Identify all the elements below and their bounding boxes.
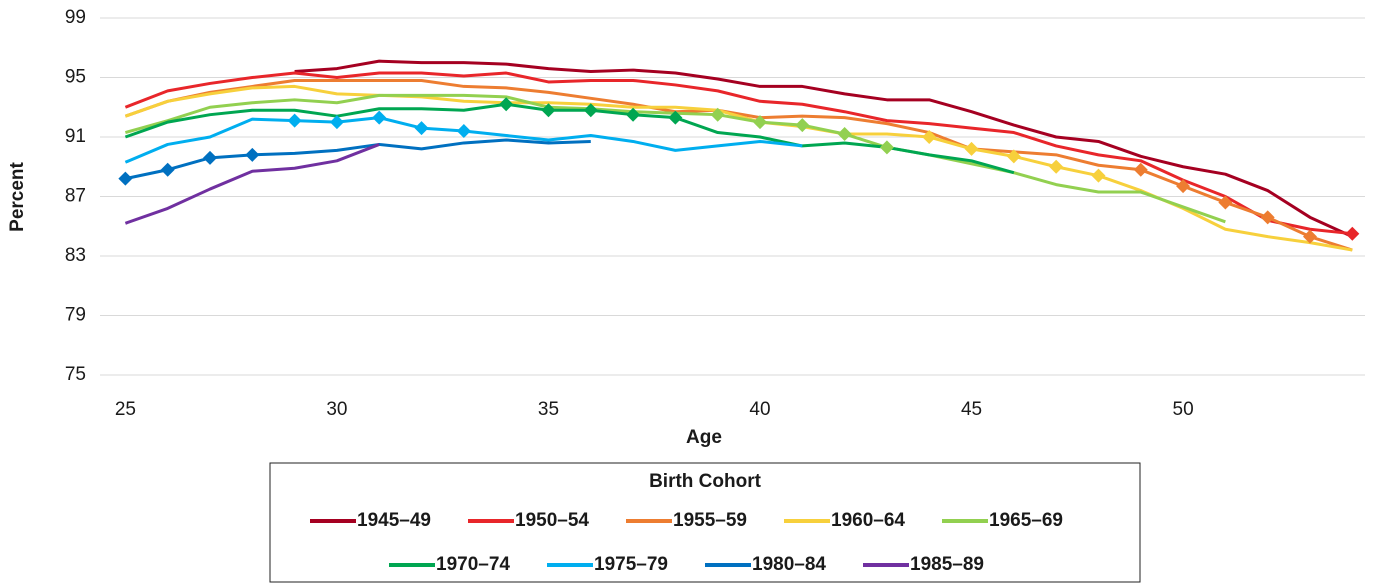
marker — [964, 141, 979, 156]
y-tick-label: 79 — [65, 305, 86, 326]
y-tick-label: 83 — [65, 245, 86, 266]
series-line — [125, 138, 591, 181]
legend-label: 1975–79 — [594, 554, 668, 575]
marker — [1176, 179, 1191, 194]
legend-box — [269, 462, 1141, 583]
series-line — [294, 59, 1353, 239]
legend-label: 1970–74 — [436, 554, 510, 575]
marker — [1091, 168, 1106, 183]
marker — [1049, 159, 1064, 174]
marker — [118, 171, 133, 186]
legend-label: 1960–64 — [831, 510, 905, 531]
marker — [1303, 229, 1317, 244]
y-tick-label: 87 — [65, 186, 86, 207]
legend-title: Birth Cohort — [649, 471, 762, 492]
x-tick-label: 25 — [115, 399, 136, 420]
marker — [287, 113, 302, 128]
marker — [372, 110, 387, 125]
marker — [1006, 149, 1021, 164]
marker — [414, 121, 429, 136]
marker — [1133, 162, 1148, 177]
x-tick-label: 40 — [749, 399, 770, 420]
y-tick-label: 95 — [65, 67, 86, 88]
legend-label: 1980–84 — [752, 554, 826, 575]
y-tick-label: 99 — [65, 7, 86, 28]
marker — [1218, 195, 1233, 210]
marker — [668, 110, 683, 125]
legend-label: 1950–54 — [515, 510, 589, 531]
marker — [1345, 226, 1360, 241]
marker — [456, 124, 471, 139]
series-line — [124, 71, 1353, 236]
marker — [1260, 210, 1275, 225]
marker — [499, 97, 514, 112]
y-tick-label: 75 — [65, 364, 86, 385]
marker — [795, 118, 810, 133]
x-tick-label: 50 — [1173, 399, 1194, 420]
x-tick-label: 35 — [538, 399, 559, 420]
series-line — [124, 102, 1015, 175]
x-axis-label: Age — [686, 427, 722, 448]
y-axis-label: Percent — [7, 161, 28, 231]
marker — [541, 103, 556, 118]
marker — [879, 140, 894, 155]
x-tick-label: 45 — [961, 399, 982, 420]
legend-label: 1965–69 — [989, 510, 1063, 531]
legend-label: 1985–89 — [910, 554, 984, 575]
x-tick-label: 30 — [326, 399, 347, 420]
series-line — [124, 78, 1353, 252]
marker — [710, 107, 725, 122]
series-line — [124, 143, 380, 225]
marker — [626, 107, 641, 122]
y-tick-label: 91 — [65, 126, 86, 147]
marker — [329, 115, 344, 130]
marker — [753, 115, 767, 130]
legend-label: 1945–49 — [357, 510, 431, 531]
marker — [837, 127, 852, 142]
marker — [922, 130, 937, 144]
marker — [160, 162, 175, 177]
marker — [203, 150, 217, 165]
legend-label: 1955–59 — [673, 510, 747, 531]
marker — [245, 147, 260, 162]
marker — [583, 103, 598, 118]
